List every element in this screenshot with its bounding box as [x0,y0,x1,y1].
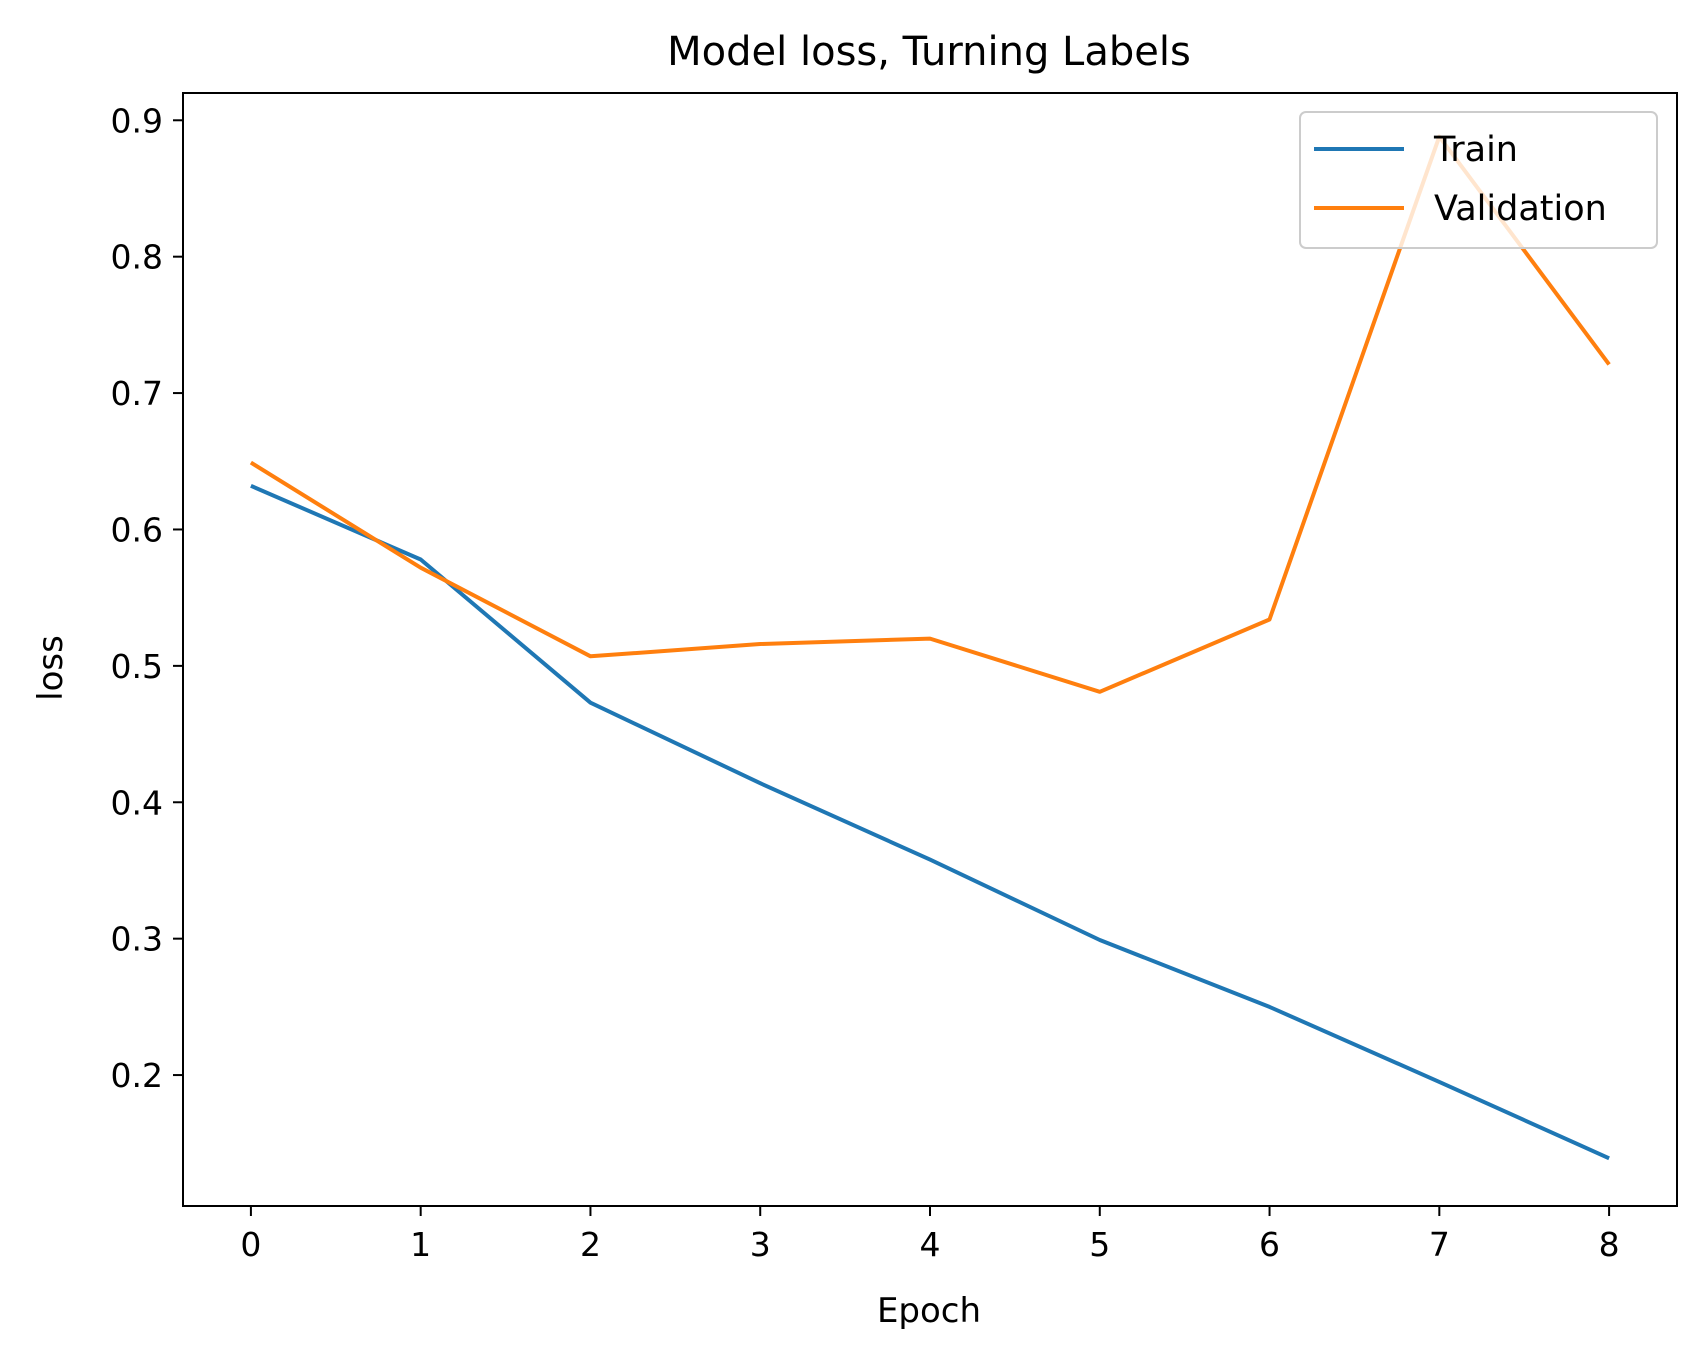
x-tick-label: 2 [580,1225,601,1264]
y-tick-label: 0.7 [111,374,163,413]
x-tick-label: 3 [750,1225,771,1264]
x-tick-label: 5 [1089,1225,1110,1264]
x-axis: 0 1 2 3 4 5 6 7 8 [240,1206,1620,1264]
y-axis-title: loss [31,635,71,701]
x-tick-label: 7 [1429,1225,1450,1264]
y-tick-label: 0.4 [111,783,163,822]
x-tick-label: 8 [1599,1225,1620,1264]
series-line-train [250,483,1610,1161]
y-tick-label: 0.6 [111,510,163,549]
legend: Train Validation [1299,111,1658,249]
chart-title: Model loss, Turning Labels [667,29,1191,75]
legend-box [1299,111,1658,249]
legend-label-validation: Validation [1434,189,1607,229]
y-tick-label: 0.5 [111,647,163,686]
y-tick-label: 0.2 [111,1056,163,1095]
series-line-validation [249,134,1611,694]
legend-label-train: Train [1433,130,1518,170]
x-tick-label: 6 [1259,1225,1280,1264]
x-tick-label: 4 [920,1225,941,1264]
series-layer [249,134,1611,1161]
y-tick-label: 0.9 [111,101,163,140]
x-tick-label: 0 [240,1225,261,1264]
y-tick-label: 0.3 [111,920,163,959]
x-tick-label: 1 [410,1225,431,1264]
x-axis-title: Epoch [877,1291,981,1331]
y-axis: 0.2 0.3 0.4 0.5 0.6 0.7 0.8 0.9 [111,101,183,1095]
y-tick-label: 0.8 [111,238,163,277]
